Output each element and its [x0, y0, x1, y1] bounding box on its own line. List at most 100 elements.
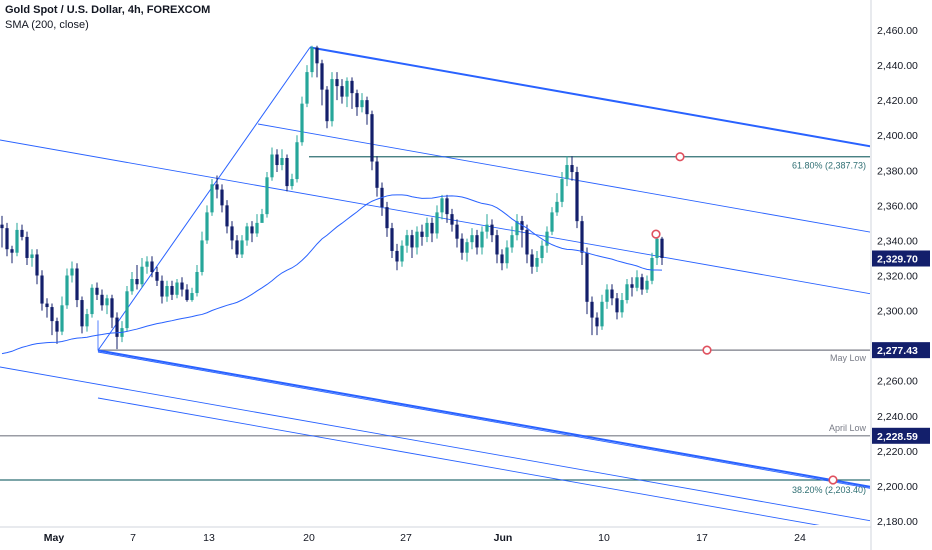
candle-body: [330, 79, 334, 122]
candle-body: [445, 198, 449, 215]
candle-body: [10, 249, 14, 253]
candle-body: [500, 254, 504, 264]
candle-body: [525, 229, 529, 255]
candle-body: [335, 79, 339, 87]
y-tick-label: 2,260.00: [877, 376, 918, 388]
x-tick-label: 24: [794, 532, 806, 544]
candle-body: [230, 226, 234, 241]
april-low-label: April Low: [829, 423, 867, 433]
candle-body: [155, 271, 159, 281]
candle-body: [410, 235, 414, 248]
candle-body: [480, 231, 484, 248]
candle-body: [580, 221, 584, 253]
x-tick-label: 13: [203, 532, 215, 544]
candle-body: [225, 205, 229, 227]
candle-body: [105, 298, 109, 306]
candle-body: [175, 282, 179, 295]
candle-body: [640, 277, 644, 290]
candle-body: [340, 86, 344, 97]
candle-body: [595, 317, 599, 327]
x-tick-label: 7: [130, 532, 136, 544]
sma-line: [1, 194, 663, 355]
candle-body: [420, 231, 424, 237]
candle-body: [35, 254, 39, 276]
y-tick-label: 2,440.00: [877, 60, 918, 72]
candle-body: [85, 314, 89, 327]
candle-body: [645, 280, 649, 290]
x-tick-label: 20: [303, 532, 315, 544]
candle-body: [170, 286, 174, 295]
candle-body: [195, 271, 199, 294]
channel-median: [97, 351, 870, 489]
candle-body: [625, 284, 629, 301]
candle-body: [460, 238, 464, 253]
april-low-tag: 2,228.59: [877, 431, 918, 443]
candle-body: [235, 240, 239, 255]
candle-body: [55, 321, 59, 332]
fib-618-label: 61.80% (2,387.73): [792, 161, 866, 171]
y-tick-label: 2,460.00: [877, 25, 918, 37]
candle-body: [530, 254, 534, 267]
candle-body: [405, 235, 409, 246]
candle-body: [455, 224, 459, 239]
y-tick-label: 2,380.00: [877, 165, 918, 177]
candle-body: [365, 100, 369, 115]
channel-upper-thick: [309, 46, 870, 148]
candle-body: [315, 47, 319, 64]
y-tick-label: 2,320.00: [877, 271, 918, 283]
candle-body: [210, 184, 214, 213]
level-marker: [675, 152, 685, 162]
last-price-tag-bg: [872, 250, 930, 267]
candle-body: [95, 287, 99, 295]
candle-body: [590, 301, 594, 318]
candle-body: [450, 214, 454, 225]
candle-body: [650, 257, 654, 281]
x-tick-label: 17: [696, 532, 708, 544]
candle-body: [515, 221, 519, 236]
candle-body: [250, 226, 254, 234]
candle-body: [60, 305, 64, 332]
candle-body: [610, 289, 614, 299]
candle-body: [200, 240, 204, 272]
candle-body: [110, 298, 114, 318]
candle-body: [290, 179, 294, 187]
y-tick-label: 2,200.00: [877, 481, 918, 493]
candle-body: [570, 165, 574, 173]
candle-body: [70, 268, 74, 276]
candle-body: [320, 63, 324, 90]
candle-body: [325, 89, 329, 122]
candle-body: [215, 184, 219, 190]
candle-body: [45, 303, 49, 308]
channel-inner-lower: [97, 397, 820, 525]
channel-lower-thick: [97, 349, 870, 488]
may-low-tag: 2,277.43: [877, 345, 918, 357]
candle-body: [375, 161, 379, 188]
may-low-label: May Low: [830, 353, 867, 363]
candle-body: [430, 222, 434, 234]
candle-body: [370, 114, 374, 162]
candle-body: [535, 257, 539, 267]
candle-body: [145, 261, 149, 267]
candle-body: [270, 154, 274, 178]
last-price-tag: 2,329.70: [877, 253, 918, 265]
candle-body: [240, 240, 244, 255]
candle-body: [115, 317, 119, 337]
candle-body: [605, 289, 609, 302]
candle-body: [435, 212, 439, 234]
channel-upper-thin: [0, 139, 870, 295]
candle-body: [555, 201, 559, 213]
level-marker: [828, 475, 838, 485]
candle-body: [440, 198, 444, 213]
candle-body: [190, 293, 194, 301]
candle-body: [160, 280, 164, 297]
candle-body: [125, 291, 129, 329]
candle-body: [635, 277, 639, 288]
candle-body: [30, 254, 34, 258]
candle-body: [135, 279, 139, 285]
y-tick-label: 2,300.00: [877, 306, 918, 318]
candle-body: [585, 252, 589, 302]
fib-382-label: 38.20% (2,203.40): [792, 485, 866, 495]
candle-body: [600, 301, 604, 327]
candle-body: [275, 154, 279, 166]
